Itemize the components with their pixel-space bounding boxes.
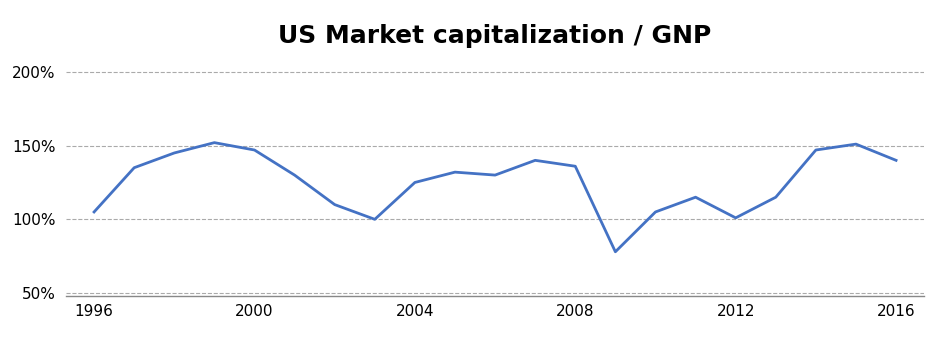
Title: US Market capitalization / GNP: US Market capitalization / GNP xyxy=(278,24,712,48)
